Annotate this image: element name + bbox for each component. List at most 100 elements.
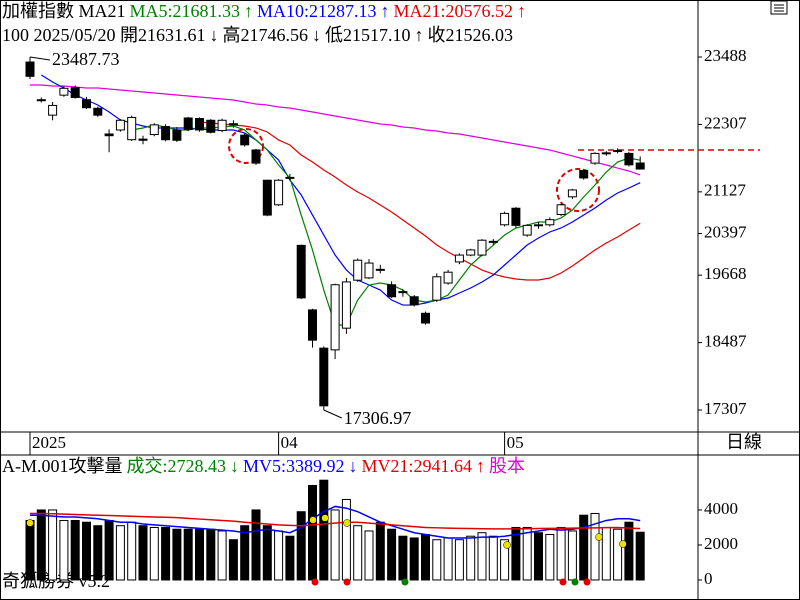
candle-body: [25, 61, 35, 77]
candle-body: [183, 117, 193, 130]
candle-body: [534, 224, 543, 227]
legend: 加權指數 MA21 MA5:21681.33 ↑ MA10:21287.13 ↑ MA21…: [2, 1, 526, 21]
x-tick-label: 2025: [32, 433, 66, 452]
legend-item: ↓: [312, 25, 321, 45]
volume-bar: [330, 509, 340, 581]
candle-body: [296, 244, 306, 299]
signal-dot: [619, 540, 627, 548]
candle-body: [409, 296, 419, 306]
volume-bar: [172, 528, 182, 581]
volume-bar: [217, 530, 227, 581]
volume-bar: [70, 519, 80, 581]
mv-line: [30, 505, 641, 539]
volume-bar: [25, 519, 35, 581]
signal-dot: [583, 578, 591, 586]
candle-body: [398, 291, 408, 294]
legend-item: MA10:21287.13: [257, 1, 377, 21]
legend-item: ↑: [381, 1, 390, 21]
legend-item: ↑: [476, 456, 485, 476]
volume-bar: [590, 512, 600, 581]
signal-dot: [311, 578, 319, 586]
candle-body: [511, 207, 521, 226]
signal-dot: [343, 578, 351, 586]
volume-bar: [466, 535, 476, 581]
volume-bar: [138, 525, 148, 581]
x-tick-label: 05: [507, 433, 524, 452]
volume-bar: [364, 530, 374, 581]
legend-item: 成交:2728.43: [127, 456, 227, 476]
candle-body: [522, 224, 532, 236]
volume-bar: [534, 532, 543, 581]
volume-bar: [398, 535, 408, 581]
volume-bar: [409, 537, 419, 581]
signal-dot: [401, 578, 409, 586]
volume-bar: [421, 533, 430, 581]
candle-body: [48, 104, 58, 116]
candle-body: [240, 134, 250, 146]
volume-bar: [183, 528, 193, 581]
volume-bar: [274, 530, 284, 581]
y-tick-label: 21127: [704, 181, 746, 200]
volume-bar: [522, 526, 532, 581]
candle-body: [228, 123, 238, 126]
candle-body: [195, 118, 204, 131]
volume-bar: [195, 528, 204, 581]
candle-body: [138, 138, 148, 141]
volume-bar: [375, 521, 385, 581]
high-label: 23487.73: [52, 49, 120, 69]
signal-dot: [321, 514, 329, 522]
candle-body: [624, 152, 634, 166]
y-tick-label: 17307: [704, 399, 747, 418]
legend-item: 100 2025/05/20 開21631.61: [2, 25, 206, 45]
volume-bar: [635, 531, 645, 581]
legend-item: ↓: [230, 456, 239, 476]
volume-bar: [556, 526, 566, 581]
signal-dots: [26, 514, 627, 586]
volume-bar: [545, 533, 555, 581]
candle-body: [274, 179, 284, 206]
candle-body: [432, 276, 442, 301]
signal-dot: [503, 541, 511, 549]
candle-body: [466, 249, 476, 256]
legend-item: MA5:21681.33: [130, 1, 241, 21]
candle-body: [601, 152, 611, 155]
candle-body: [149, 124, 159, 136]
legend-item: 加權指數 MA21: [2, 1, 126, 21]
legend-item: MV21:2941.64: [362, 456, 473, 476]
legend-item: ↑: [244, 1, 253, 21]
volume-bar: [341, 498, 351, 581]
volume-bar: [48, 509, 58, 581]
y-tick-label: 23488: [704, 46, 747, 65]
volume-bar: [488, 535, 498, 581]
candle-body: [217, 119, 227, 132]
candle-body: [477, 239, 487, 256]
ma-line: [30, 84, 641, 176]
candle-body: [454, 254, 464, 263]
legend-item: 股本: [489, 456, 525, 476]
volume-bar: [93, 525, 103, 581]
legend-item: 收21526.03: [428, 25, 514, 45]
volume-bar: [624, 521, 634, 581]
candle-body: [285, 176, 295, 179]
candle-body: [375, 268, 385, 271]
volume-bar: [567, 530, 577, 581]
candle-body: [545, 219, 555, 226]
legend-item: A-M.001攻擊量: [2, 456, 123, 476]
menu-icon[interactable]: [770, 0, 788, 15]
legend-item: 高21746.56: [223, 25, 309, 45]
volume-bar: [477, 532, 487, 581]
high-pointer: [29, 56, 51, 61]
candle-body: [341, 281, 351, 329]
legend: A-M.001攻擊量 成交:2728.43 ↓ MV5:3389.92 ↓ MV21:29…: [2, 456, 525, 476]
candle-body: [556, 204, 566, 216]
volume-bar: [251, 509, 261, 581]
signal-dot: [571, 578, 579, 586]
candle-body: [613, 150, 623, 153]
mv-line: [30, 512, 641, 530]
signal-dot: [343, 519, 351, 527]
volume-bar: [285, 535, 295, 581]
low-label: 17306.97: [344, 408, 412, 428]
candle-body: [161, 126, 171, 141]
